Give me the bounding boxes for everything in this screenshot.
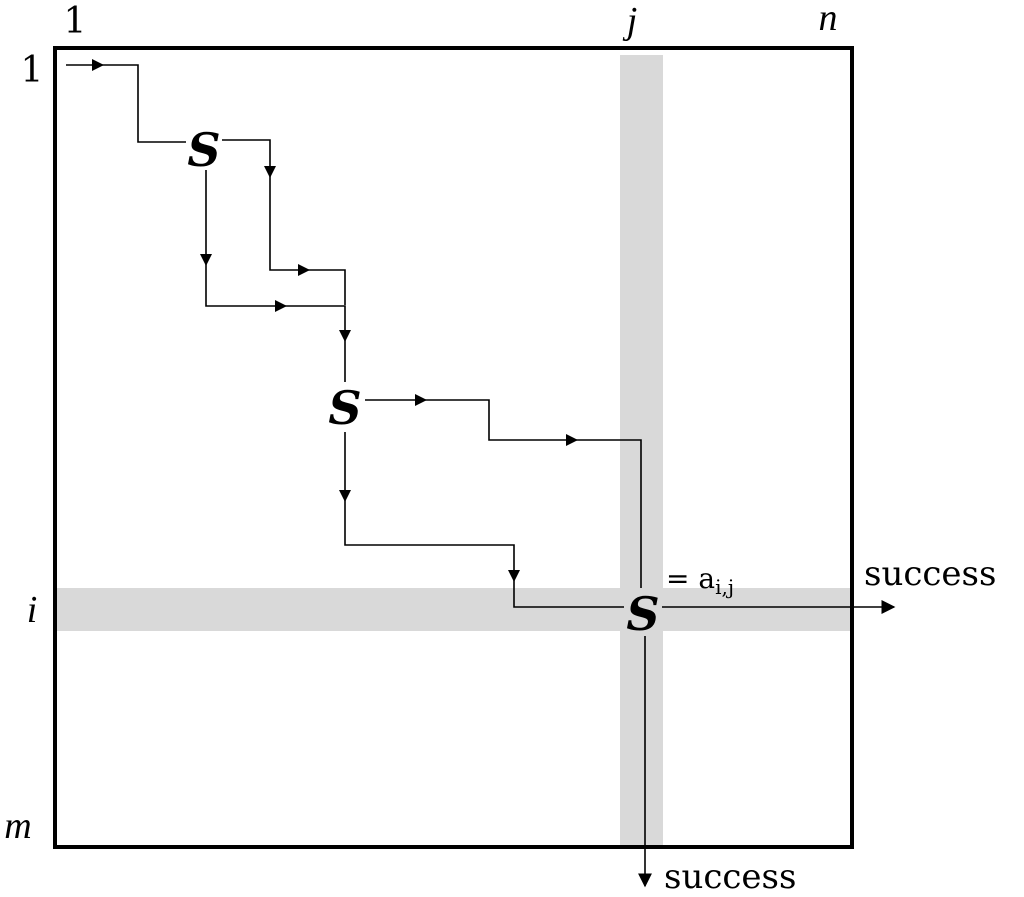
entry-label: = ai,j xyxy=(666,562,734,599)
arrow-right xyxy=(298,264,310,276)
path-s1-right-down xyxy=(222,139,346,305)
s-node-2: S xyxy=(328,381,361,435)
column-label-first: 1 xyxy=(64,1,87,42)
arrow-down xyxy=(200,254,212,266)
arrow-right xyxy=(92,59,104,71)
path-s2-right-to-s3 xyxy=(365,399,642,588)
success-label-right: success xyxy=(864,554,996,594)
matrix-border xyxy=(53,46,854,849)
success-label-down: success xyxy=(664,857,796,892)
s-node-1: S xyxy=(187,123,220,177)
column-label-n: n xyxy=(819,0,838,39)
highlight-row-i xyxy=(57,588,850,631)
entry-label-main: = a xyxy=(666,562,715,595)
path-s2-down-to-s3 xyxy=(344,432,624,608)
column-label-j: j xyxy=(622,0,638,42)
arrow-down xyxy=(339,490,351,502)
s-node-3: S xyxy=(626,587,659,641)
row-label-first: 1 xyxy=(21,50,44,91)
arrow-down xyxy=(508,570,520,582)
arrow-down xyxy=(339,330,351,342)
arrow-right xyxy=(275,300,287,312)
path-s1-down-right xyxy=(205,170,346,382)
arrow-down xyxy=(264,166,276,178)
row-label-i: i xyxy=(27,589,38,631)
arrow-right xyxy=(566,434,578,446)
path-start-to-s1 xyxy=(66,64,186,143)
arrow-right xyxy=(415,394,427,406)
row-label-m: m xyxy=(4,805,31,847)
entry-label-subscript: i,j xyxy=(715,575,734,599)
